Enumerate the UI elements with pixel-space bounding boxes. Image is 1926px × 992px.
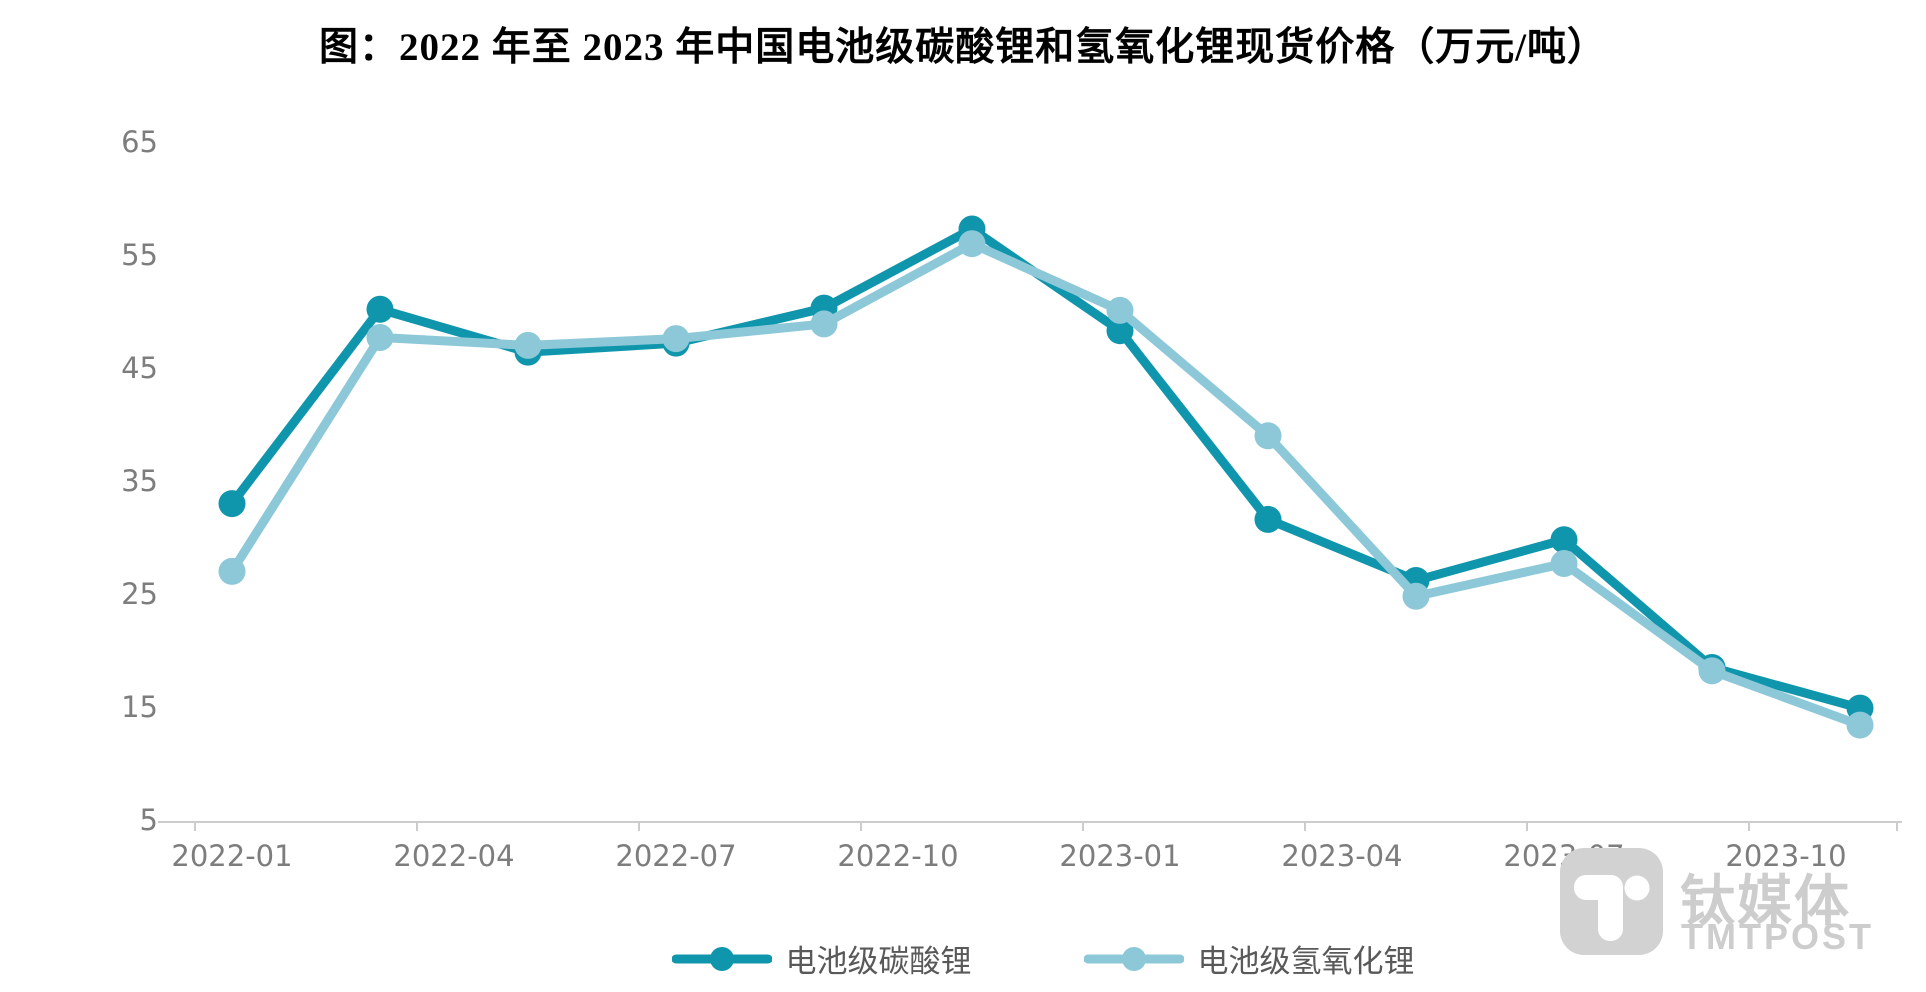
line-marker-icon [1083,946,1184,971]
data-point-marker [1106,296,1134,324]
tmtpost-logo-icon [1560,848,1663,955]
data-point-marker [662,325,690,353]
data-point-marker [810,310,838,338]
y-axis-label: 35 [121,464,158,498]
y-axis-label: 5 [140,803,158,837]
data-point-marker [366,323,394,351]
y-axis-label: 45 [121,351,158,385]
y-axis-label: 15 [121,690,158,724]
data-point-marker [1550,549,1578,577]
x-axis-label: 2022-07 [615,839,736,873]
data-point-marker [1846,711,1874,739]
x-axis-label: 2022-10 [837,839,958,873]
x-axis-label: 2023-04 [1281,839,1402,873]
y-axis-label: 65 [121,125,158,159]
tmtpost-watermark: 钛媒体 TMTPOST [1560,848,1920,968]
legend-item-carbonate[interactable]: 电池级碳酸锂 [671,936,972,981]
watermark-text-cn: 钛媒体 [1680,870,1852,932]
data-point-marker [1698,657,1726,685]
data-point-marker [1254,422,1282,450]
legend-label-carbonate: 电池级碳酸锂 [785,944,972,979]
legend-item-hydroxide[interactable]: 电池级氢氧化锂 [1083,936,1415,981]
x-axis-label: 2023-10 [1725,839,1846,873]
watermark-text-en: TMTPOST [1681,916,1874,957]
data-point-marker [1402,582,1430,610]
legend-label-hydroxide: 电池级氢氧化锂 [1197,944,1415,979]
y-axis-label: 55 [121,238,158,272]
x-axis-label: 2022-04 [393,839,514,873]
y-axis-label: 25 [121,577,158,611]
data-point-marker [218,557,246,585]
series-line-0 [227,224,1865,713]
chart-legend: 电池级碳酸锂 电池级氢氧化锂 [80,936,1926,981]
x-axis-label: 2023-01 [1059,839,1180,873]
data-point-marker [958,230,986,258]
line-marker-icon [671,946,772,971]
series-line-1 [227,239,1865,730]
data-point-marker [218,490,246,518]
data-point-marker [1550,526,1578,554]
page-title: 图：2022 年至 2023 年中国电池级碳酸锂和氢氧化锂现货价格（万元/吨） [318,26,1608,69]
data-point-marker [1106,317,1134,345]
data-point-marker [366,295,394,323]
data-point-marker [514,331,542,359]
x-axis-label: 2022-01 [171,839,292,873]
data-point-marker [1254,505,1282,533]
